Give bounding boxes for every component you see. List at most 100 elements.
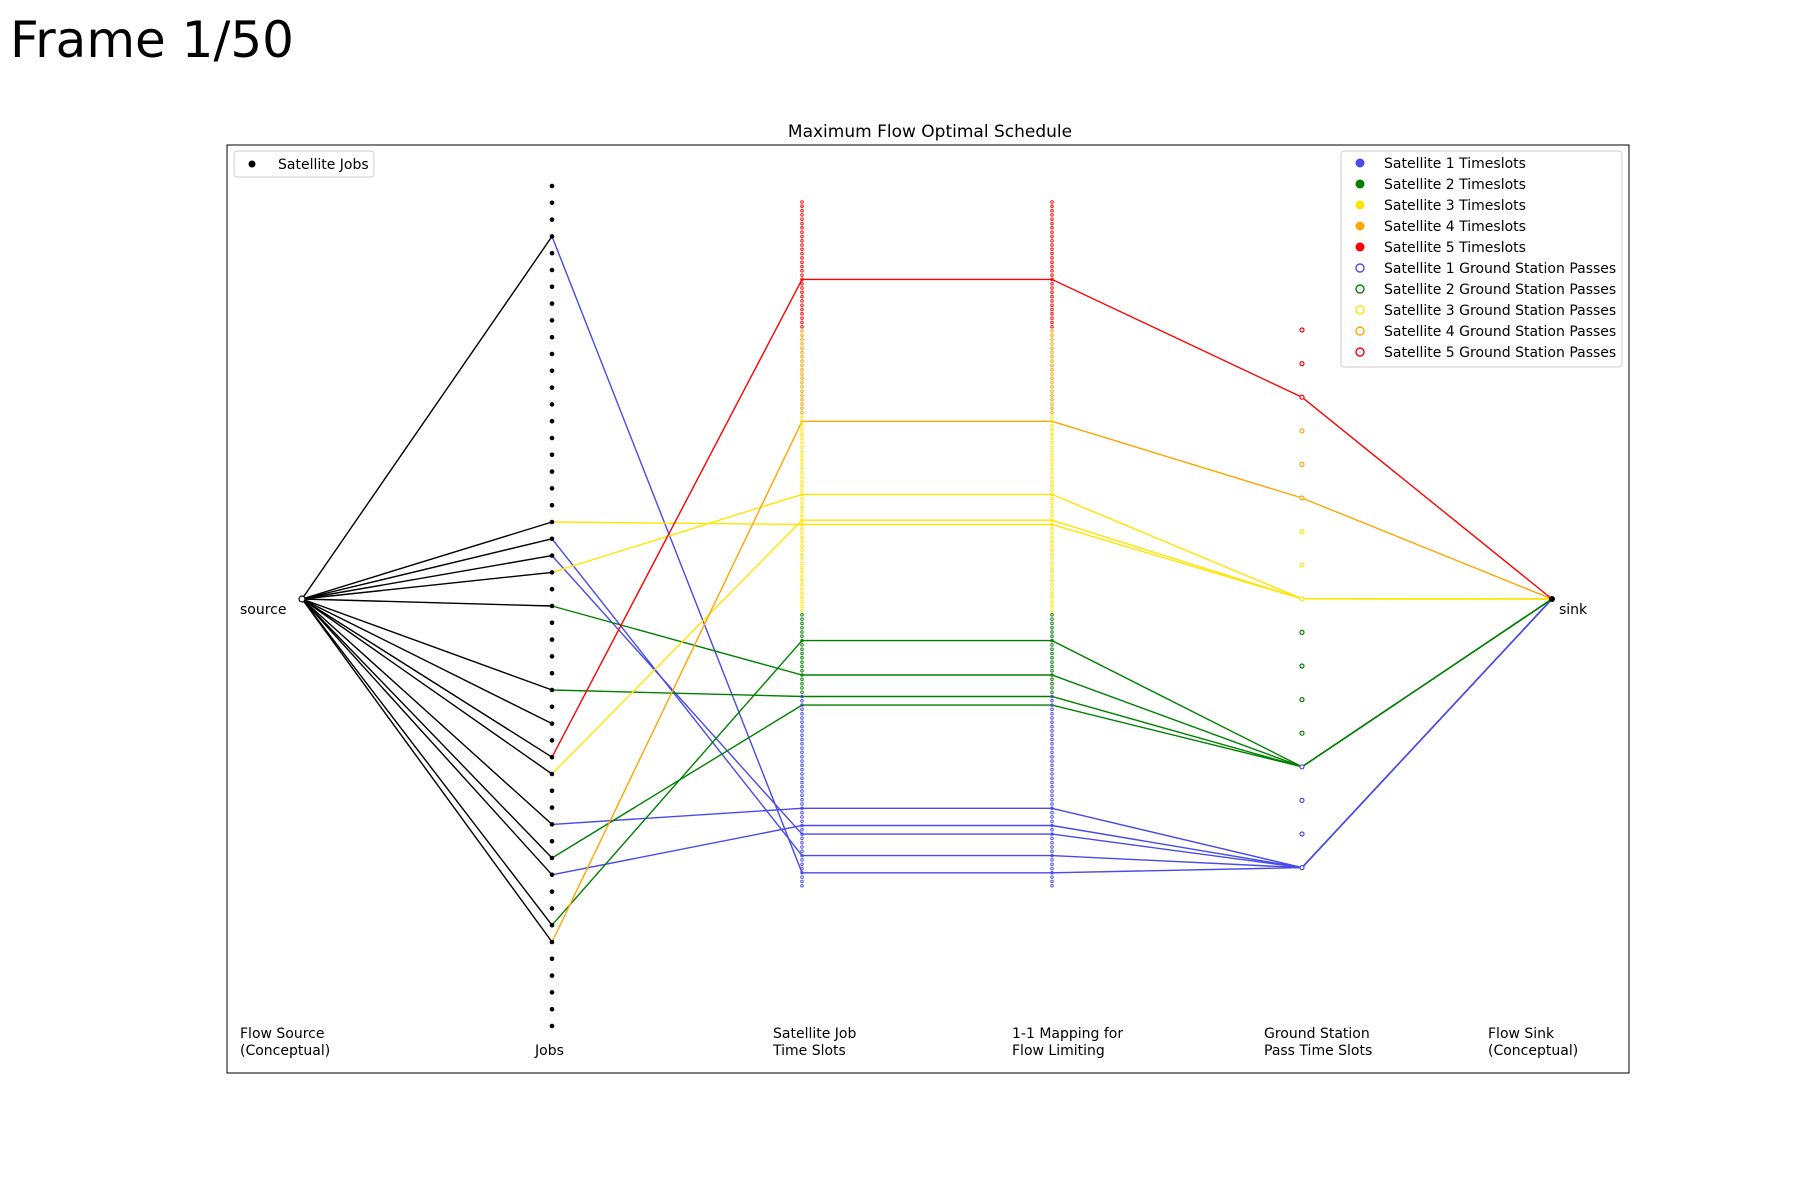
plot-frame: [226, 144, 1630, 1074]
mapping-node: [1050, 398, 1054, 402]
timeslot-node: [800, 759, 804, 763]
timeslot-node: [800, 815, 804, 819]
mapping-node: [1050, 462, 1054, 467]
mapping-node: [1050, 780, 1054, 785]
timeslot-node: [800, 350, 804, 355]
timeslot-node: [800, 548, 804, 553]
timeslot-node: [800, 638, 804, 643]
mapping-node: [1050, 716, 1054, 720]
ground-pass-node: [1299, 562, 1305, 568]
legend-label: Satellite 5 Ground Station Passes: [1384, 345, 1616, 361]
mapping-node: [1050, 561, 1054, 565]
mapping-node: [1050, 226, 1054, 230]
mapping-node: [1050, 707, 1054, 712]
timeslot-node: [800, 329, 804, 333]
timeslot-node: [800, 673, 804, 677]
timeslot-node: [800, 234, 804, 239]
legend-box: [1340, 150, 1623, 368]
mapping-node: [1050, 256, 1054, 260]
timeslot-node: [800, 724, 804, 729]
source-job-edge: [301, 598, 553, 859]
mapping-node: [1050, 535, 1054, 540]
mapping-node: [1050, 660, 1054, 664]
timeslot-node: [800, 290, 804, 295]
job-node: [549, 990, 555, 995]
timeslot-node: [800, 479, 804, 484]
timeslot-node: [800, 737, 804, 742]
timeslot-node: [800, 806, 804, 811]
mapping-node: [1050, 638, 1054, 643]
mapping-node: [1050, 853, 1054, 858]
timeslot-node: [800, 729, 804, 733]
column-label: Ground Station: [1264, 1026, 1370, 1042]
job-node: [549, 788, 555, 794]
mapping-node: [1050, 634, 1054, 639]
mapping-node: [1050, 376, 1054, 381]
mapping-node: [1050, 260, 1054, 264]
timeslot-node: [800, 445, 804, 449]
job-node: [549, 452, 555, 458]
timeslot-node: [800, 238, 804, 243]
timeslot-node: [800, 475, 804, 479]
legend-marker: [1355, 200, 1365, 210]
column-label: Flow Limiting: [1012, 1043, 1105, 1059]
mapping-node: [1050, 230, 1054, 234]
timeslot-node: [800, 686, 804, 690]
job-node: [549, 536, 555, 542]
timeslot-node: [800, 742, 804, 746]
timeslot-node: [800, 565, 804, 570]
mapping-node: [1050, 656, 1054, 660]
timeslot-node: [800, 363, 804, 368]
mapping-node: [1050, 243, 1054, 247]
timeslot-node: [800, 393, 804, 398]
mapping-node: [1050, 518, 1054, 522]
mapping-node: [1050, 574, 1054, 578]
timeslot-node: [800, 385, 804, 389]
timeslot-node: [800, 552, 804, 557]
timeslot-node: [800, 866, 804, 871]
ground-pass-node: [1299, 428, 1305, 434]
mapping-node: [1050, 423, 1054, 428]
mapping-node: [1050, 810, 1054, 815]
mapping-node: [1050, 389, 1054, 393]
mapping-node: [1050, 785, 1054, 789]
timeslot-node: [800, 690, 804, 694]
mapping-node: [1050, 213, 1054, 217]
flow-nodes: [298, 183, 1555, 1029]
timeslot-node: [800, 406, 804, 411]
timeslot-node: [800, 380, 804, 385]
legend-marker: [1355, 347, 1365, 357]
mapping-node: [1050, 600, 1054, 604]
mapping-node: [1050, 320, 1054, 325]
timeslot-node: [800, 828, 804, 832]
column-label: Flow Sink: [1488, 1026, 1555, 1042]
mapping-node: [1050, 871, 1054, 875]
timeslot-node: [800, 604, 804, 608]
timeslot-node: [800, 875, 804, 879]
mapping-node: [1050, 406, 1054, 411]
job-node: [549, 435, 555, 441]
mapping-node: [1050, 604, 1054, 608]
timeslot-node: [800, 372, 804, 376]
timeslot-node: [800, 441, 804, 445]
timeslot-node: [800, 247, 804, 252]
mapping-node: [1050, 548, 1054, 553]
mapping-node: [1050, 471, 1054, 475]
legend-label: Satellite 4 Timeslots: [1384, 219, 1526, 235]
timeslot-node: [800, 535, 804, 540]
timeslot-node: [800, 462, 804, 467]
timeslot-node: [800, 703, 804, 707]
mapping-node: [1050, 742, 1054, 746]
mapping-node: [1050, 475, 1054, 479]
job-node: [549, 351, 555, 357]
timeslot-node: [800, 776, 804, 780]
mapping-node: [1050, 286, 1054, 290]
timeslot-node: [800, 286, 804, 290]
sink-node: [1549, 596, 1555, 602]
timeslot-node: [800, 617, 804, 621]
sink-label: sink: [1559, 602, 1588, 618]
mapping-node: [1050, 238, 1054, 243]
timeslot-node: [800, 432, 804, 436]
mapping-node: [1050, 372, 1054, 376]
